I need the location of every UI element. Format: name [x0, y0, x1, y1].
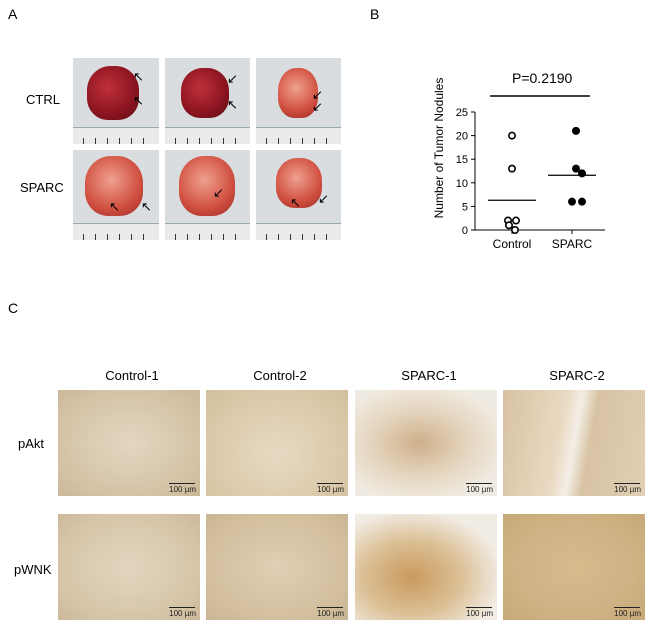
row-label-pakt: pAkt	[18, 436, 45, 451]
data-point	[505, 221, 514, 230]
lung-photo: ↙	[165, 150, 250, 240]
y-tick-label: 25	[456, 107, 468, 119]
micrograph: 100 µm	[503, 390, 645, 496]
chart-y-axis-label: Number of Tumor Nodules	[432, 77, 446, 219]
col-label-control-2: Control-2	[253, 368, 307, 383]
data-point	[578, 169, 587, 178]
chart-p-value-annotation: P=0.2190	[512, 70, 573, 86]
x-tick-label: SPARC	[552, 237, 593, 251]
panel-a-letter: A	[8, 6, 18, 22]
row-label-sparc: SPARC	[20, 180, 64, 195]
data-point	[512, 216, 521, 225]
y-tick-label: 5	[462, 201, 468, 213]
y-tick-label: 0	[462, 225, 468, 237]
chart-axes: 0 5 10 15 20 25 Control SPARC	[456, 95, 605, 251]
data-point	[568, 197, 577, 206]
panel-c-letter: C	[8, 300, 19, 316]
lung-photo: ↖ ↖	[73, 58, 159, 144]
col-label-sparc-1: SPARC-1	[401, 368, 457, 383]
data-point	[508, 164, 517, 173]
y-tick-label: 15	[456, 154, 468, 166]
panel-b-letter: B	[370, 6, 380, 22]
lung-photo: ↖ ↙	[256, 150, 341, 240]
micrograph: 100 µm	[503, 514, 645, 620]
data-point	[578, 197, 587, 206]
lung-photo: ↙ ↙	[256, 58, 341, 144]
x-tick-label: Control	[493, 237, 532, 251]
col-label-control-1: Control-1	[105, 368, 159, 383]
y-tick-label: 10	[456, 178, 468, 190]
row-label-pwnk: pWNK	[14, 562, 52, 577]
tumor-nodule-chart: 0 5 10 15 20 25 Control SPARC	[456, 95, 605, 251]
lung-photo: ↙ ↖	[165, 58, 250, 144]
y-tick-label: 20	[456, 131, 468, 143]
micrograph: 100 µm	[355, 390, 497, 496]
micrograph: 100 µm	[206, 390, 348, 496]
row-label-ctrl: CTRL	[26, 92, 60, 107]
data-point	[511, 226, 520, 235]
micrograph: 100 µm	[206, 514, 348, 620]
chart-marks	[488, 126, 596, 235]
data-point	[572, 126, 581, 135]
lung-photo: ↖ ↖	[73, 150, 159, 240]
micrograph: 100 µm	[58, 390, 200, 496]
data-point	[572, 164, 581, 173]
data-point	[508, 131, 517, 140]
micrograph: 100 µm	[355, 514, 497, 620]
col-label-sparc-2: SPARC-2	[549, 368, 605, 383]
micrograph: 100 µm	[58, 514, 200, 620]
